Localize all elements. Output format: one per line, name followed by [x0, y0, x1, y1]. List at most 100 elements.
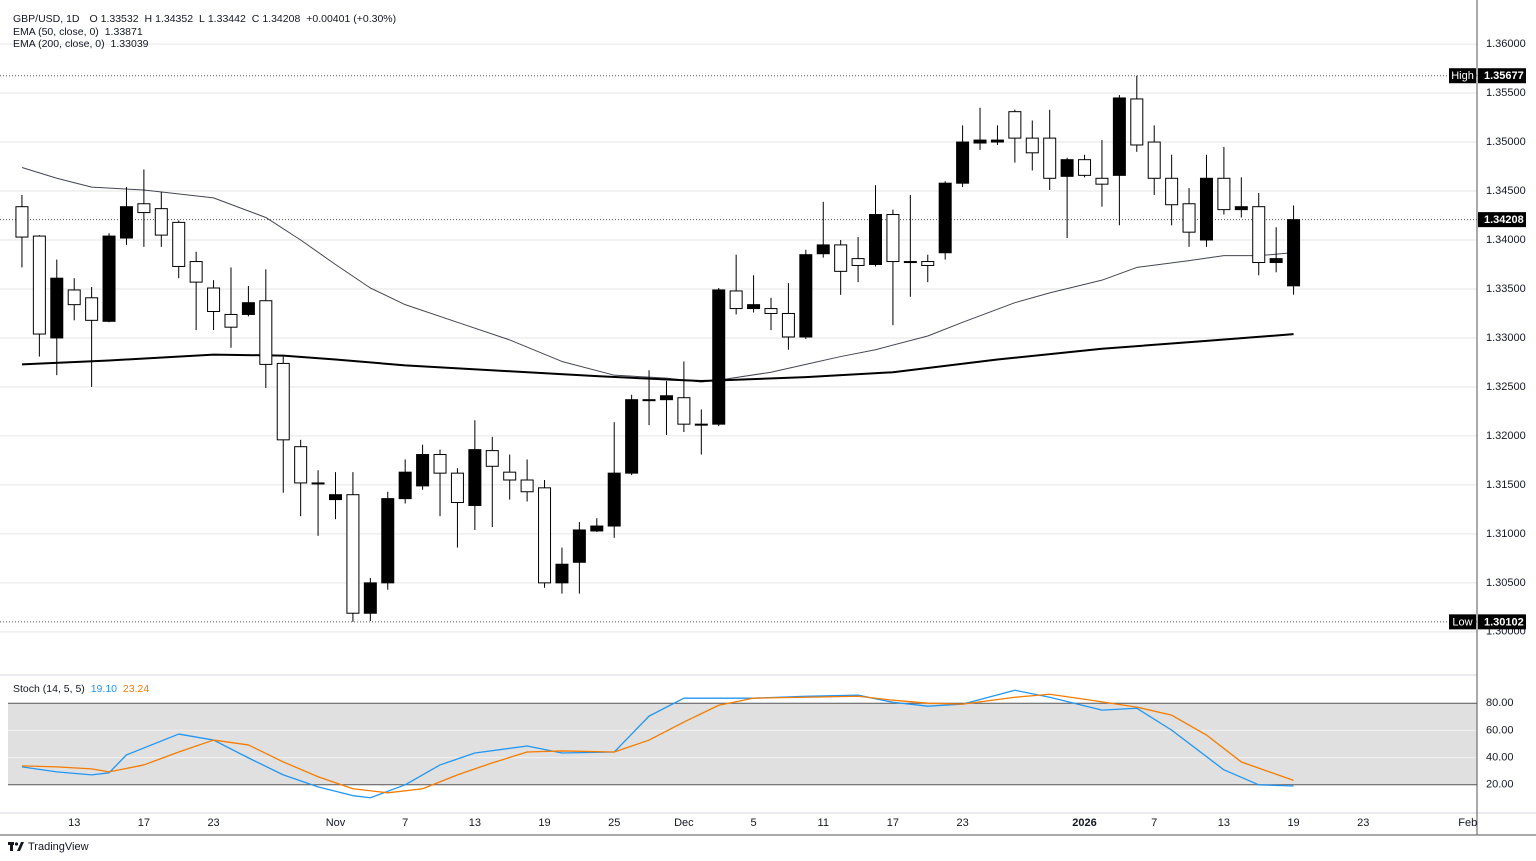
x-tick-label: 25 [608, 817, 620, 829]
price-tag-label: High [1451, 70, 1474, 82]
candle-body [590, 525, 604, 532]
x-tick-label: 19 [538, 817, 550, 829]
candle-body [416, 454, 430, 487]
y-tick-label: 60.00 [1486, 724, 1514, 736]
y-tick-label: 1.34000 [1486, 234, 1526, 246]
legend-value: 1.33039 [110, 38, 149, 50]
x-tick-label: 2026 [1072, 817, 1096, 829]
x-tick-label: Feb [1458, 817, 1477, 829]
candle-body [764, 308, 778, 314]
candle-body [67, 289, 81, 306]
price-tag-label-box [1449, 68, 1476, 84]
y-tick-label: 1.32500 [1486, 381, 1526, 393]
candle-body [1234, 206, 1248, 211]
candle-body [572, 529, 586, 563]
x-tick-label: 13 [1218, 817, 1230, 829]
stoch-legend: Stoch (14, 5, 5) 19.10 23.24 [13, 683, 152, 696]
candle-body [555, 563, 569, 584]
candle-body [677, 397, 691, 425]
price-tag [1478, 68, 1526, 84]
line-series [21, 693, 1294, 794]
candle-body [137, 203, 151, 214]
candle-body [1165, 177, 1179, 206]
candle-body [241, 302, 255, 315]
candle-body [433, 454, 447, 474]
price-tag [1478, 614, 1526, 630]
candle-body [363, 582, 377, 614]
candle-body [503, 471, 517, 481]
candle-body [625, 399, 639, 474]
price-tag-value: 1.35677 [1484, 70, 1524, 82]
x-tick-label: 17 [138, 817, 150, 829]
y-tick-label: 1.35500 [1486, 87, 1526, 99]
candle-body [990, 139, 1004, 143]
x-tick-label: 11 [818, 817, 829, 829]
x-tick-label: 23 [207, 817, 219, 829]
candle-body [1182, 203, 1196, 233]
ohlc-value: 1.34352 [155, 13, 194, 25]
y-tick-label: 1.32000 [1486, 430, 1526, 442]
candle-body [1199, 177, 1213, 241]
legend-value: 23.24 [122, 683, 150, 695]
y-tick-label: 1.34500 [1486, 185, 1526, 197]
candle-body [973, 139, 987, 144]
candle-body [1130, 98, 1144, 146]
change: +0.00401 (+0.30%) [306, 13, 397, 25]
x-tick-label: 23 [1357, 817, 1369, 829]
candle-body [694, 423, 708, 426]
candle-body [85, 297, 99, 321]
brand: TradingView [8, 841, 89, 853]
price-tag-value: 1.34208 [1484, 214, 1524, 226]
candle-body [1287, 219, 1301, 287]
ema-row: EMA (50, close, 0) 1.33871 [13, 26, 399, 39]
candle-body [903, 261, 917, 264]
price-tag-label-box [1449, 614, 1476, 630]
y-tick-label: 80.00 [1486, 697, 1514, 709]
legend-value: 19.10 [90, 683, 117, 695]
stoch-band [8, 703, 1477, 785]
y-tick-label: 1.35000 [1486, 136, 1526, 148]
candle-body [799, 254, 813, 338]
candle-body [485, 450, 499, 467]
x-tick-label: 7 [402, 817, 408, 829]
y-tick-label: 1.33500 [1486, 283, 1526, 295]
y-tick-label: 1.33000 [1486, 332, 1526, 344]
line-series [21, 333, 1294, 383]
candle-body [1217, 177, 1231, 211]
candle-body [1095, 177, 1109, 185]
candle-body [189, 261, 203, 283]
legend-value: 1.33871 [104, 25, 143, 38]
candle-body [294, 446, 308, 484]
x-tick-label: 7 [1151, 817, 1157, 829]
x-tick-label: 13 [469, 817, 481, 829]
candle-body [1147, 141, 1161, 179]
candle-body [729, 290, 743, 310]
candle-body [834, 244, 848, 272]
candle-body [32, 235, 46, 335]
candle-body [1060, 159, 1074, 177]
candle-body [1025, 137, 1039, 154]
candle-body [450, 472, 464, 504]
candle-body [938, 182, 952, 254]
brand-name: TradingView [28, 841, 89, 853]
x-tick-label: 5 [751, 817, 757, 829]
ohlc-letter: H [144, 13, 153, 25]
price-legend: GBP/USD, 1D O 1.33532 H 1.34352 L 1.33442 C… [13, 13, 399, 51]
candle-body [520, 479, 534, 493]
x-tick-label: Dec [674, 817, 694, 829]
y-tick-label: 1.30500 [1486, 577, 1526, 589]
candle-body [886, 214, 900, 263]
price-tag [1478, 212, 1526, 228]
x-tick-label: 13 [68, 817, 80, 829]
price-tag-label: Low [1452, 616, 1472, 628]
candle-body [15, 206, 29, 238]
ohlc-value: 1.33442 [207, 13, 246, 25]
candle-body [468, 449, 482, 506]
legend-name: EMA (200, close, 0) [13, 38, 105, 50]
candle-body [119, 206, 133, 239]
candle-body [642, 399, 656, 402]
y-tick-label: 1.31500 [1486, 479, 1526, 491]
x-tick-label: Nov [326, 817, 346, 829]
y-tick-label: 20.00 [1486, 779, 1514, 791]
